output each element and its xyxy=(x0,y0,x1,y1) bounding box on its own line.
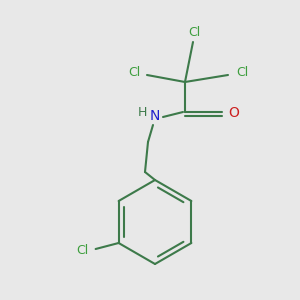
Text: Cl: Cl xyxy=(188,26,200,38)
Text: N: N xyxy=(150,109,160,123)
Text: Cl: Cl xyxy=(128,67,140,80)
Text: H: H xyxy=(137,106,147,118)
Text: O: O xyxy=(229,106,239,120)
Text: Cl: Cl xyxy=(236,67,248,80)
Text: Cl: Cl xyxy=(76,244,89,257)
